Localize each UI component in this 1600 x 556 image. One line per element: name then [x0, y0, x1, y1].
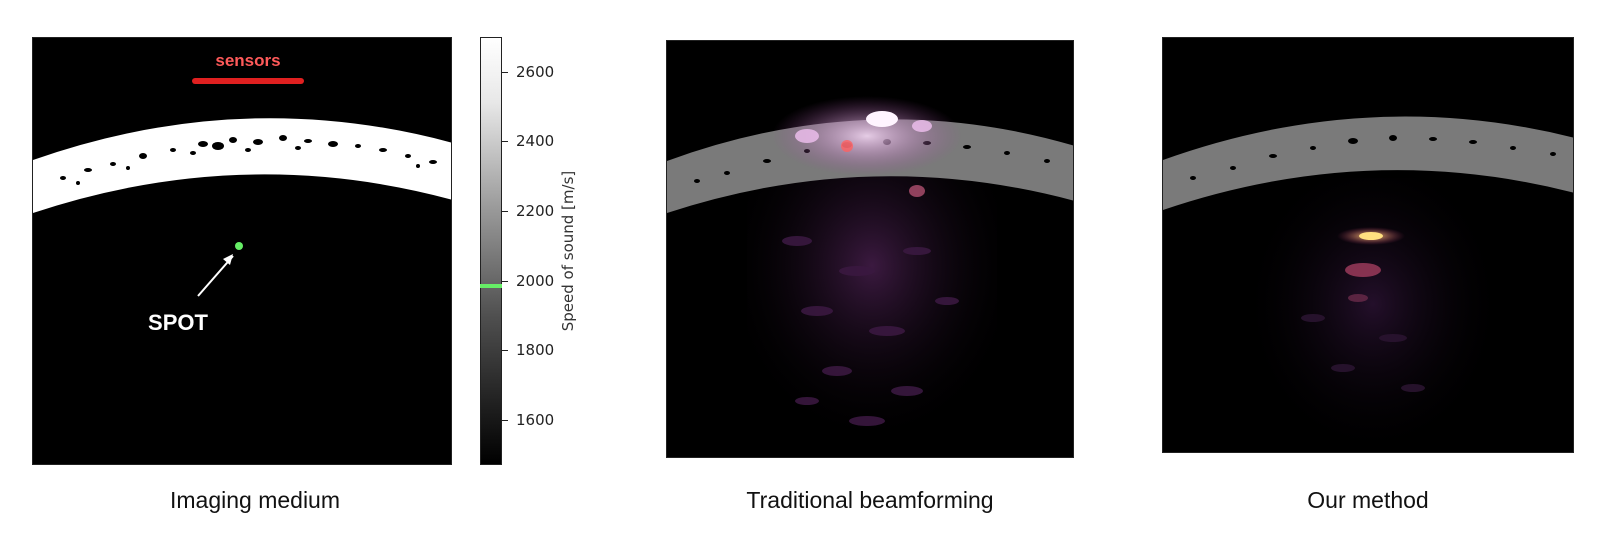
colorbar-title: Speed of sound [m/s]: [559, 170, 577, 332]
our-method-figure: [1163, 38, 1573, 452]
colorbar-tick: 1600: [516, 411, 555, 429]
traditional-beamforming-figure: [667, 41, 1073, 457]
bone-layer: [33, 118, 451, 213]
caption-imaging-medium: Imaging medium: [169, 487, 341, 513]
our-method-panel: [1162, 37, 1574, 453]
beamforming-artifact: [866, 111, 898, 127]
reconstruction-artifact: [1348, 294, 1368, 302]
imaging-medium-figure: sensors SPOT: [33, 38, 451, 464]
spot-dot: [235, 242, 243, 250]
colorbar-tick: 2000: [516, 272, 555, 290]
spot-arrow: [197, 255, 234, 297]
beamforming-haze: [747, 161, 997, 457]
colorbar-tick: 1800: [516, 341, 555, 359]
bone-pores: [60, 135, 437, 185]
reconstruction-haze: [1253, 178, 1493, 452]
colorbar-tick: 2600: [516, 63, 555, 81]
reconstruction-artifact: [1345, 263, 1381, 277]
colorbar-tick: 2200: [516, 202, 555, 220]
traditional-beamforming-panel: [666, 40, 1074, 458]
beamforming-artifact: [912, 120, 932, 132]
beamforming-artifact: [772, 96, 962, 176]
caption-traditional-beamforming: Traditional beamforming: [746, 487, 994, 513]
spot-arrowhead: [223, 254, 233, 265]
beamforming-artifact: [909, 185, 925, 197]
beamforming-artifact: [841, 140, 853, 152]
colorbar-tick: 2400: [516, 132, 555, 150]
bone-layer: [1163, 116, 1573, 210]
caption-our-method: Our method: [1307, 487, 1429, 513]
reconstructed-spot: [1359, 232, 1383, 240]
colorbar-highlight-marker: [480, 284, 502, 288]
spot-label: SPOT: [148, 310, 208, 335]
colorbar: [480, 37, 502, 465]
speckle-noise: [1301, 314, 1425, 392]
sensors-label: sensors: [215, 51, 280, 70]
speckle-noise: [782, 236, 959, 426]
beamforming-artifact: [795, 129, 819, 143]
imaging-medium-panel: sensors SPOT: [32, 37, 452, 465]
